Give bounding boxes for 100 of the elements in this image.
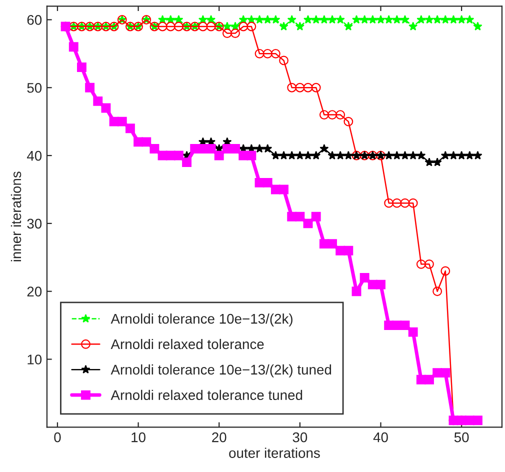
point bbox=[295, 22, 304, 30]
point bbox=[384, 14, 394, 24]
point bbox=[473, 22, 482, 30]
point bbox=[125, 124, 135, 134]
point bbox=[303, 218, 313, 228]
point bbox=[303, 82, 313, 92]
y-tick-label: 60 bbox=[27, 15, 42, 25]
x-tick-label: 40 bbox=[373, 432, 388, 442]
point bbox=[85, 82, 95, 92]
point bbox=[440, 266, 450, 276]
point bbox=[279, 150, 288, 160]
point bbox=[238, 22, 248, 32]
point bbox=[384, 150, 394, 160]
point bbox=[93, 96, 103, 106]
y-tick-label: 40 bbox=[26, 150, 42, 161]
point bbox=[142, 137, 152, 147]
point bbox=[271, 150, 280, 160]
point bbox=[376, 280, 386, 290]
point bbox=[182, 158, 192, 168]
point bbox=[376, 14, 386, 24]
point bbox=[473, 150, 482, 160]
point bbox=[440, 368, 450, 378]
point bbox=[246, 22, 256, 32]
point bbox=[150, 144, 160, 154]
point bbox=[174, 150, 184, 160]
point bbox=[408, 327, 418, 337]
point bbox=[262, 48, 272, 58]
point bbox=[320, 144, 329, 153]
point bbox=[457, 150, 466, 160]
point bbox=[473, 416, 482, 426]
y-tick-label: 30 bbox=[27, 218, 42, 229]
point bbox=[166, 22, 176, 32]
point bbox=[432, 158, 442, 166]
point bbox=[255, 14, 264, 24]
x-axis-title: outer iterations bbox=[229, 448, 320, 458]
point bbox=[222, 28, 232, 38]
point bbox=[336, 14, 345, 24]
point bbox=[255, 144, 264, 153]
point bbox=[344, 22, 353, 30]
point bbox=[206, 22, 216, 32]
point bbox=[206, 144, 216, 154]
point bbox=[336, 150, 345, 160]
point bbox=[408, 198, 418, 208]
point bbox=[352, 14, 362, 24]
point bbox=[230, 28, 240, 38]
x-tick-label: 10 bbox=[132, 432, 146, 442]
point bbox=[352, 286, 362, 296]
point bbox=[214, 150, 224, 160]
point bbox=[320, 14, 329, 24]
y-tick-label: 10 bbox=[28, 354, 42, 364]
point bbox=[76, 62, 86, 72]
point bbox=[117, 116, 127, 126]
point bbox=[263, 144, 272, 153]
point bbox=[465, 150, 474, 160]
point bbox=[416, 14, 426, 24]
point bbox=[392, 320, 402, 330]
point bbox=[424, 14, 434, 24]
point bbox=[279, 184, 288, 194]
point bbox=[440, 14, 450, 24]
x-tick-label: 20 bbox=[212, 432, 226, 442]
point bbox=[311, 82, 321, 92]
point bbox=[408, 22, 418, 30]
point bbox=[328, 239, 337, 249]
point bbox=[279, 56, 288, 66]
point bbox=[344, 246, 354, 256]
point bbox=[424, 158, 434, 166]
point bbox=[344, 150, 353, 160]
point bbox=[262, 178, 272, 188]
point bbox=[424, 259, 434, 269]
point bbox=[400, 150, 410, 160]
point bbox=[312, 14, 321, 24]
point bbox=[101, 103, 111, 113]
point bbox=[400, 320, 410, 330]
y-tick-label: 20 bbox=[27, 286, 42, 297]
point bbox=[328, 14, 337, 24]
point bbox=[158, 22, 168, 32]
point bbox=[246, 150, 256, 160]
point bbox=[416, 150, 426, 160]
point bbox=[295, 212, 305, 222]
point bbox=[336, 110, 346, 120]
point bbox=[392, 198, 402, 208]
point bbox=[295, 82, 305, 92]
point bbox=[392, 14, 402, 24]
point bbox=[448, 150, 458, 160]
y-axis-title: inner iterations bbox=[10, 172, 22, 262]
point bbox=[287, 14, 296, 24]
point bbox=[328, 110, 337, 120]
point bbox=[344, 116, 354, 126]
point bbox=[271, 14, 280, 24]
point bbox=[440, 150, 450, 160]
point bbox=[279, 22, 288, 30]
point bbox=[368, 14, 378, 24]
point bbox=[303, 150, 313, 160]
point bbox=[457, 14, 466, 24]
point bbox=[68, 42, 78, 52]
point bbox=[432, 286, 442, 296]
x-tick-label: 30 bbox=[292, 432, 308, 442]
point bbox=[198, 144, 208, 154]
point bbox=[408, 150, 418, 160]
point bbox=[400, 198, 410, 208]
